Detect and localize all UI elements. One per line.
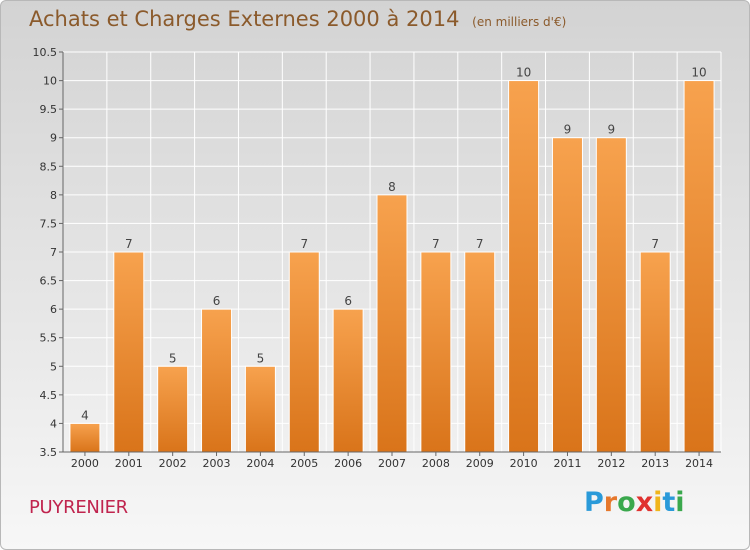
x-tick-label-2006: 2006 (334, 457, 362, 470)
bar-2013 (639, 251, 671, 453)
y-tick-label: 5 (50, 360, 57, 373)
x-tick-label-2011: 2011 (553, 457, 581, 470)
bar-2012 (595, 137, 627, 453)
x-tick-label-2012: 2012 (597, 457, 625, 470)
y-tick-label: 6 (50, 303, 57, 316)
data-label-2014: 10 (691, 66, 706, 80)
y-tick-label: 6.5 (40, 275, 58, 288)
chart-title-text: Achats et Charges Externes 2000 à 2014 (29, 7, 460, 31)
x-tick-label-2002: 2002 (159, 457, 187, 470)
x-tick-label-2010: 2010 (510, 457, 538, 470)
bar-2005 (288, 251, 320, 453)
bar-2000 (69, 422, 101, 453)
axes: 3.5 4 4.5 5 5.5 6 6.5 7 7.5 8 8.5 9 9.5 10 10.5 2000 200… (33, 46, 721, 470)
y-tick-label: 7.5 (40, 217, 58, 230)
x-tick-label-2008: 2008 (422, 457, 450, 470)
y-tick-label: 10 (43, 75, 57, 88)
x-tick-label-2014: 2014 (685, 457, 713, 470)
x-tick-label-2007: 2007 (378, 457, 406, 470)
y-tick-label: 9 (50, 132, 57, 145)
x-tick-label-2013: 2013 (641, 457, 669, 470)
data-label-2003: 6 (213, 294, 221, 308)
y-tick-label: 3.5 (40, 446, 58, 459)
proxiti-logo: Proxiti (584, 487, 685, 518)
commune-name: PUYRENIER (29, 497, 128, 518)
logo-letter: i (653, 487, 663, 518)
data-label-2004: 5 (257, 351, 265, 365)
bar-2011 (551, 137, 583, 453)
bar-2004 (244, 365, 276, 453)
data-label-2011: 9 (564, 123, 572, 137)
y-tick-label: 4 (50, 417, 57, 430)
logo-letter: x (635, 487, 654, 518)
data-label-2005: 7 (300, 237, 308, 251)
x-tick-label-2005: 2005 (290, 457, 318, 470)
data-label-2012: 9 (608, 123, 616, 137)
bar-2002 (157, 365, 189, 453)
x-tick-label-2003: 2003 (203, 457, 231, 470)
data-label-2000: 4 (81, 408, 89, 422)
bar-2009 (464, 251, 496, 453)
bar-2007 (376, 194, 408, 453)
data-label-2013: 7 (651, 237, 659, 251)
y-tick-label: 8 (50, 189, 57, 202)
y-tick-label: 7 (50, 246, 57, 259)
data-label-2009: 7 (476, 237, 484, 251)
bar-2014 (683, 80, 715, 453)
logo-letter: i (675, 487, 685, 518)
data-label-2006: 6 (344, 294, 352, 308)
data-label-2001: 7 (125, 237, 133, 251)
x-tick-label-2000: 2000 (71, 457, 99, 470)
bar-2001 (113, 251, 145, 453)
y-tick-label: 10.5 (33, 46, 58, 59)
chart-subtitle: (en milliers d'€) (472, 15, 567, 29)
data-label-2002: 5 (169, 351, 177, 365)
chart-title: Achats et Charges Externes 2000 à 2014 (… (29, 7, 566, 31)
y-tick-label: 9.5 (40, 103, 58, 116)
logo-letter: o (617, 487, 636, 518)
data-label-2008: 7 (432, 237, 440, 251)
bar-2010 (508, 80, 540, 453)
data-label-2007: 8 (388, 180, 396, 194)
logo-letter: r (603, 487, 618, 518)
bar-2008 (420, 251, 452, 453)
x-tick-label-2004: 2004 (246, 457, 274, 470)
data-label-2010: 10 (516, 66, 531, 80)
logo-letter: t (662, 487, 676, 518)
y-tick-label: 8.5 (40, 160, 58, 173)
logo-letter: P (584, 487, 604, 518)
x-tick-label-2009: 2009 (466, 457, 494, 470)
y-tick-label: 5.5 (40, 332, 58, 345)
data-labels: 4 7 5 6 5 7 6 8 7 7 10 9 9 7 10 (81, 66, 707, 423)
bar-2003 (201, 308, 233, 453)
bar-2006 (332, 308, 364, 453)
bars (69, 80, 715, 453)
y-tick-label: 4.5 (40, 389, 58, 402)
x-tick-label-2001: 2001 (115, 457, 143, 470)
